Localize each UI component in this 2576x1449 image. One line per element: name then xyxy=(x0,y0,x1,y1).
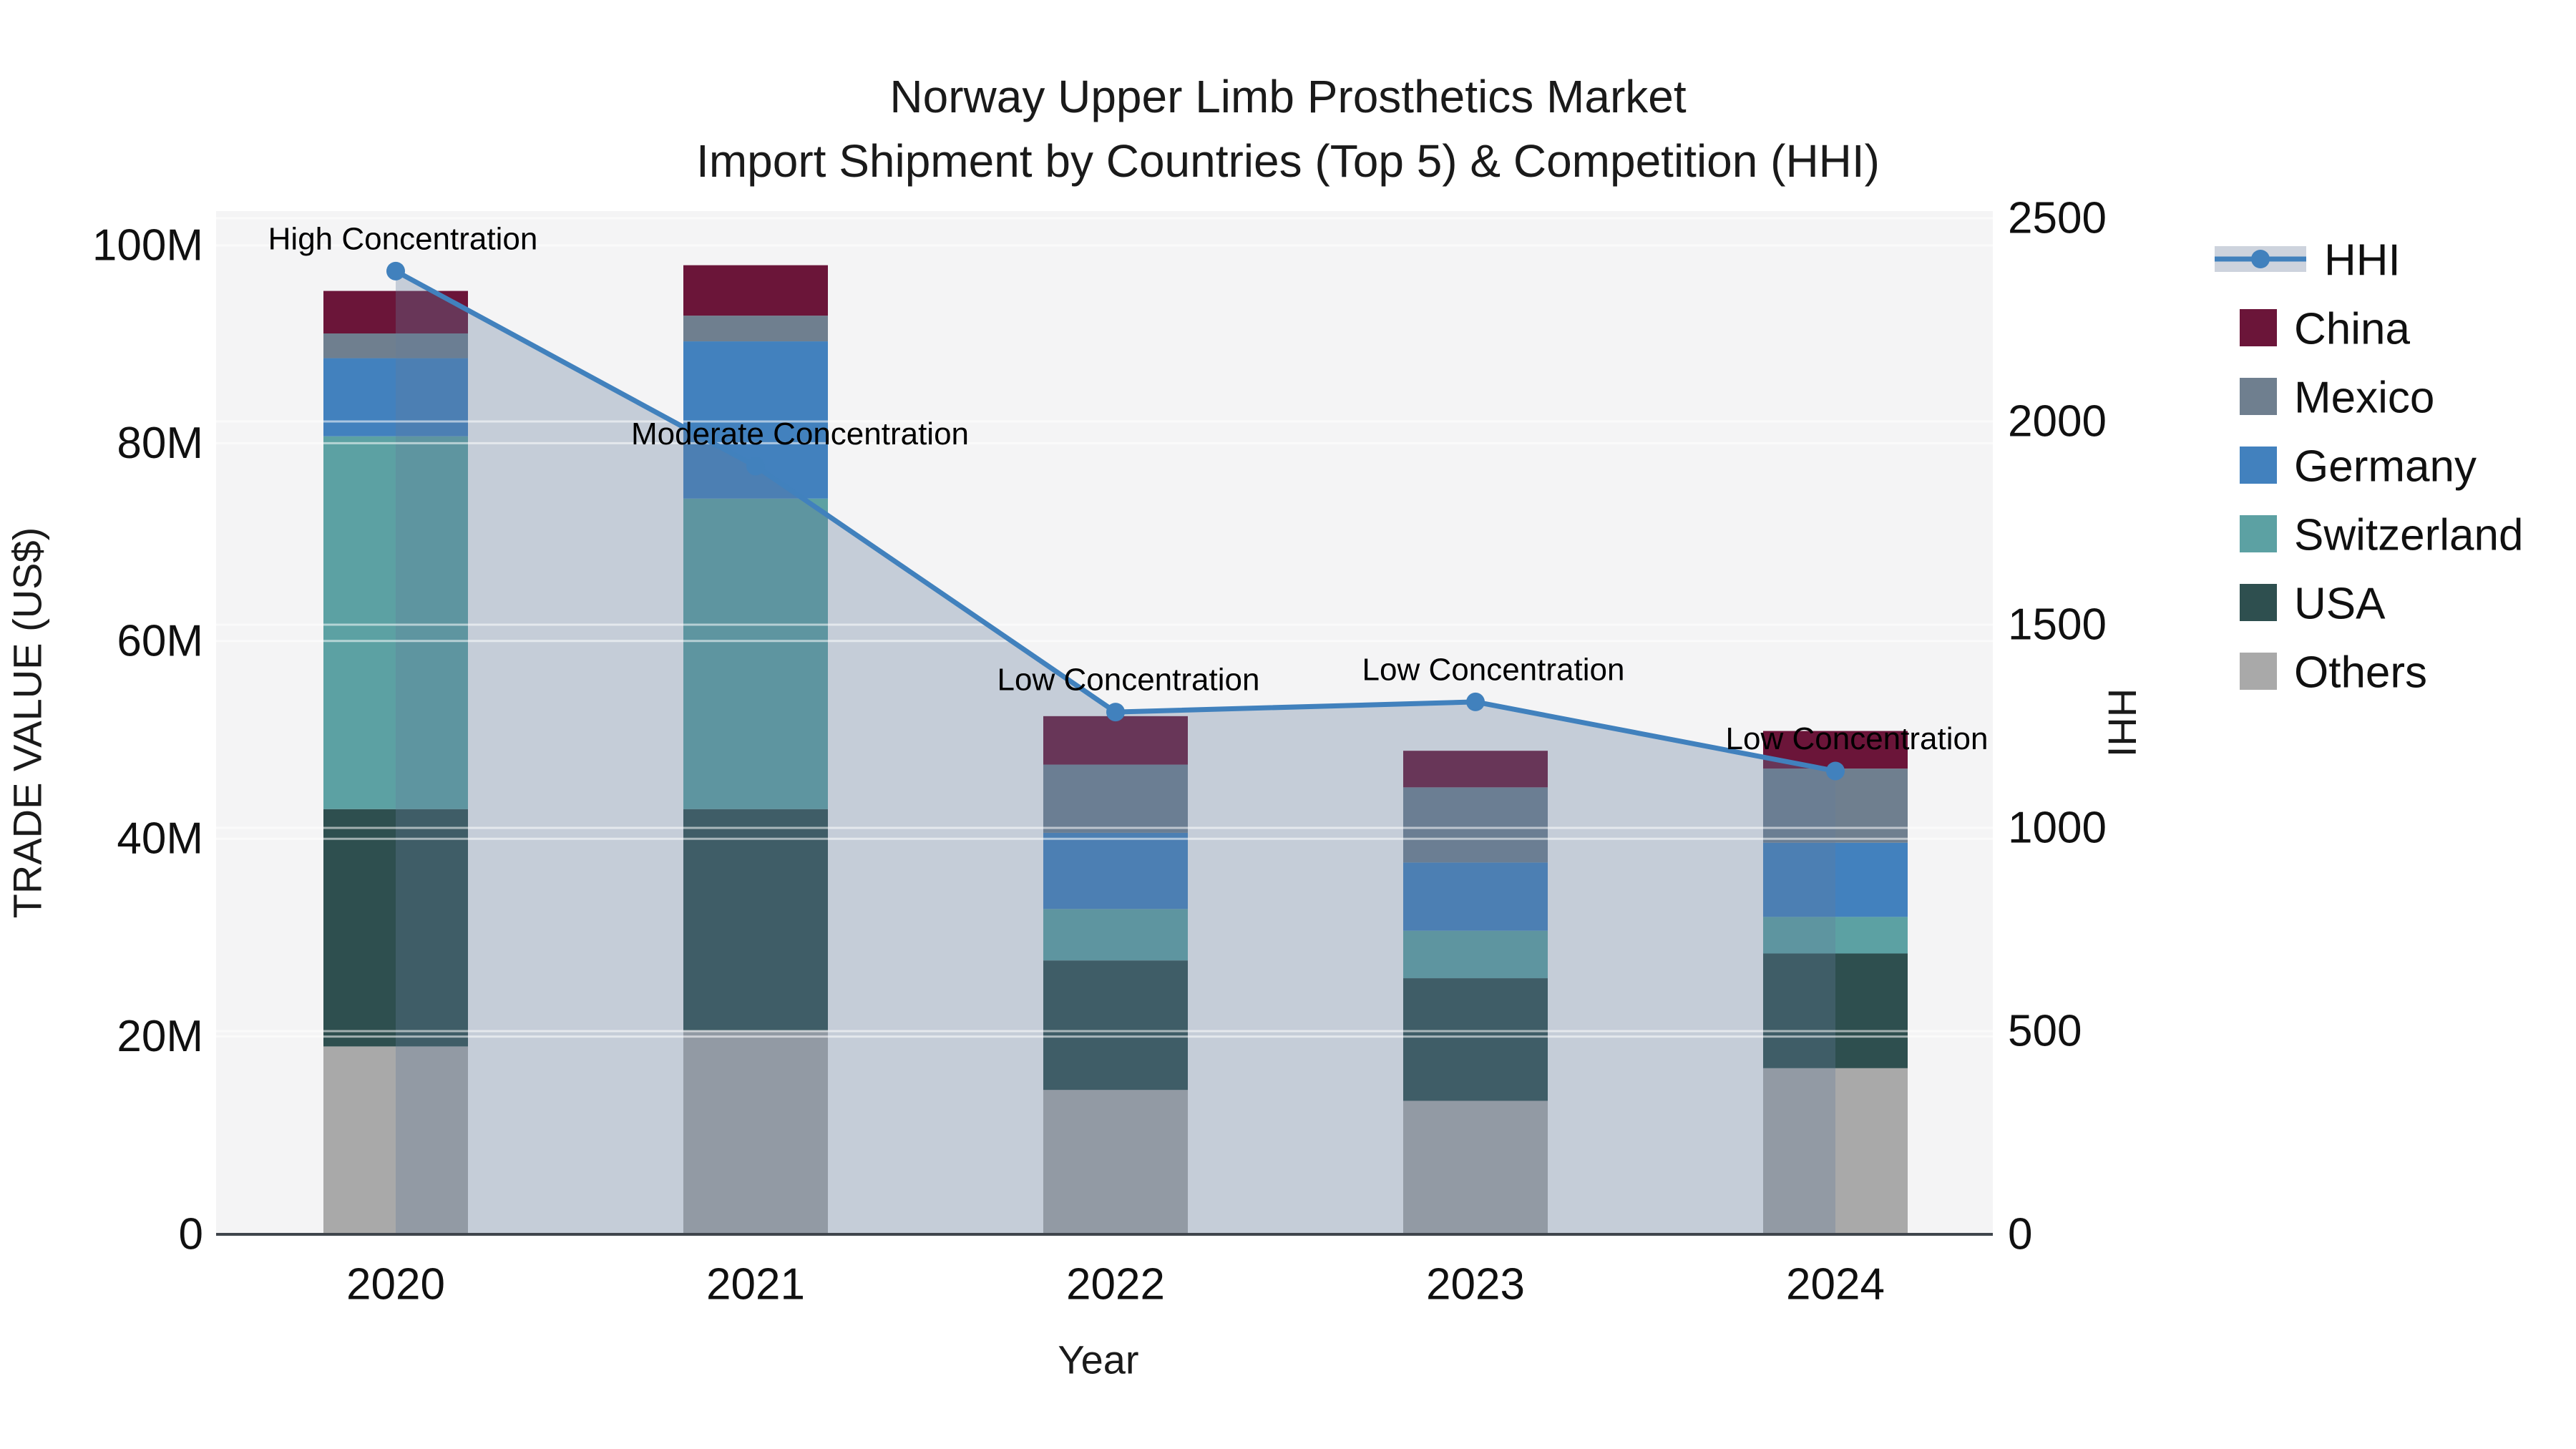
annotation-2020: High Concentration xyxy=(268,221,538,256)
legend-item-others[interactable]: Others xyxy=(2240,648,2427,698)
y-right-tick-0: 0 xyxy=(2008,1210,2032,1259)
legend-label-germany: Germany xyxy=(2294,442,2477,492)
annotation-2023: Low Concentration xyxy=(1362,652,1625,687)
x-tick-2022: 2022 xyxy=(1066,1260,1165,1309)
bar-segment-china-2021[interactable] xyxy=(683,265,828,316)
legend-label-usa: USA xyxy=(2294,580,2386,629)
bar-segment-china-2022[interactable] xyxy=(1043,716,1188,765)
bar-segment-mexico-2023[interactable] xyxy=(1403,787,1548,863)
bar-segment-germany-2022[interactable] xyxy=(1043,832,1188,909)
annotation-2024: Low Concentration xyxy=(1726,721,1989,756)
x-tick-2023: 2023 xyxy=(1426,1260,1525,1309)
annotation-2021: Moderate Concentration xyxy=(631,416,969,452)
bar-segment-mexico-2020[interactable] xyxy=(323,333,468,358)
bar-segment-mexico-2022[interactable] xyxy=(1043,764,1188,833)
y-right-tick-1000: 1000 xyxy=(2008,804,2107,853)
axis-tick-labels: 0 20M 40M 60M 80M 100M 0 500 1000 1500 2000 2500 202… xyxy=(92,194,2107,1309)
legend-item-china[interactable]: China xyxy=(2240,305,2411,354)
legend-item-hhi[interactable]: HHI xyxy=(2215,236,2401,286)
x-tick-2020: 2020 xyxy=(346,1260,445,1309)
hhi-marker-2020[interactable] xyxy=(386,261,405,280)
legend-swatch-usa xyxy=(2240,584,2277,621)
bar-segment-others-2022[interactable] xyxy=(1043,1090,1188,1234)
bar-segment-china-2023[interactable] xyxy=(1403,751,1548,788)
bar-segment-switzerland-2023[interactable] xyxy=(1403,930,1548,979)
bar-segment-usa-2021[interactable] xyxy=(683,809,828,1031)
bar-segment-others-2021[interactable] xyxy=(683,1030,828,1234)
annotations: High Concentration Moderate Concentration… xyxy=(268,221,1989,756)
y-right-axis-title: HHI xyxy=(2100,688,2145,757)
bar-segment-usa-2023[interactable] xyxy=(1403,978,1548,1101)
x-tick-2024: 2024 xyxy=(1786,1260,1885,1309)
y-left-tick-100M: 100M xyxy=(92,221,203,270)
legend-swatch-others xyxy=(2240,653,2277,690)
bar-segment-germany-2020[interactable] xyxy=(323,358,468,436)
y-left-tick-0: 0 xyxy=(179,1210,203,1259)
y-right-tick-2000: 2000 xyxy=(2008,397,2107,447)
hhi-marker-2021[interactable] xyxy=(746,457,765,476)
legend-hhi-marker-icon xyxy=(2251,250,2270,268)
legend-swatch-germany xyxy=(2240,447,2277,484)
bar-segment-others-2020[interactable] xyxy=(323,1046,468,1234)
x-tick-2021: 2021 xyxy=(706,1260,805,1309)
bar-segment-usa-2020[interactable] xyxy=(323,809,468,1047)
stacked-bars xyxy=(323,265,1908,1234)
hhi-marker-2024[interactable] xyxy=(1826,761,1845,781)
y-right-tick-1500: 1500 xyxy=(2008,600,2107,650)
gridlines-overlay xyxy=(216,217,1993,1038)
bar-segment-switzerland-2024[interactable] xyxy=(1763,917,1908,954)
chart-title-line2: Import Shipment by Countries (Top 5) & C… xyxy=(696,135,1880,187)
bar-segment-usa-2022[interactable] xyxy=(1043,960,1188,1091)
bar-segment-switzerland-2021[interactable] xyxy=(683,498,828,809)
bar-segment-others-2024[interactable] xyxy=(1763,1068,1908,1234)
bar-segment-germany-2024[interactable] xyxy=(1763,842,1908,917)
bar-segment-others-2023[interactable] xyxy=(1403,1101,1548,1234)
hhi-marker-2023[interactable] xyxy=(1466,692,1485,711)
bar-segment-usa-2024[interactable] xyxy=(1763,953,1908,1068)
bar-segment-mexico-2024[interactable] xyxy=(1763,769,1908,843)
y-left-axis-title: TRADE VALUE (US$) xyxy=(5,527,50,919)
legend-label-mexico: Mexico xyxy=(2294,374,2434,423)
x-axis-title: Year xyxy=(1058,1337,1138,1382)
legend-item-germany[interactable]: Germany xyxy=(2240,442,2477,492)
legend-label-switzerland: Switzerland xyxy=(2294,511,2523,560)
legend-label-china: China xyxy=(2294,305,2411,354)
y-left-tick-40M: 40M xyxy=(117,814,203,864)
legend-item-usa[interactable]: USA xyxy=(2240,580,2386,629)
hhi-marker-2022[interactable] xyxy=(1106,703,1125,722)
bar-segment-mexico-2021[interactable] xyxy=(683,316,828,342)
legend-label-hhi: HHI xyxy=(2324,236,2401,286)
hhi-line-series xyxy=(386,261,1845,781)
chart-title-line1: Norway Upper Limb Prosthetics Market xyxy=(889,71,1686,122)
legend-swatch-china xyxy=(2240,309,2277,346)
legend: HHI China Mexico Germany Switzerland USA Other… xyxy=(2215,236,2523,698)
bar-segment-germany-2023[interactable] xyxy=(1403,862,1548,931)
hhi-area-polygon xyxy=(396,270,1835,1235)
legend-swatch-switzerland xyxy=(2240,515,2277,552)
legend-label-others: Others xyxy=(2294,648,2427,698)
y-left-tick-60M: 60M xyxy=(117,616,203,665)
y-right-tick-500: 500 xyxy=(2008,1007,2082,1056)
legend-swatch-mexico xyxy=(2240,378,2277,415)
y-left-tick-20M: 20M xyxy=(117,1012,203,1061)
y-left-tick-80M: 80M xyxy=(117,419,203,468)
bar-segment-switzerland-2020[interactable] xyxy=(323,436,468,809)
bar-segment-switzerland-2022[interactable] xyxy=(1043,909,1188,961)
y-right-tick-2500: 2500 xyxy=(2008,194,2107,243)
legend-item-mexico[interactable]: Mexico xyxy=(2240,374,2434,423)
hhi-area-fill xyxy=(396,270,1835,1235)
annotation-2022: Low Concentration xyxy=(997,663,1260,698)
legend-item-switzerland[interactable]: Switzerland xyxy=(2240,511,2523,560)
